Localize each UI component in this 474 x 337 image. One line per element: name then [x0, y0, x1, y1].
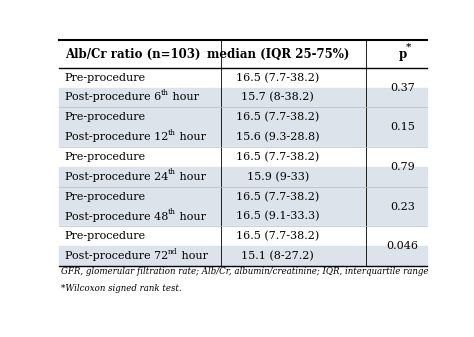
Text: 16.5 (7.7-38.2): 16.5 (7.7-38.2): [236, 152, 319, 162]
Text: Post-procedure 72: Post-procedure 72: [65, 251, 168, 261]
Text: p: p: [399, 48, 407, 61]
Bar: [59, 187, 427, 207]
Text: hour: hour: [176, 132, 206, 142]
Text: Pre-procedure: Pre-procedure: [65, 152, 146, 162]
Text: hour: hour: [178, 251, 208, 261]
Text: 0.15: 0.15: [390, 122, 415, 132]
Text: hour: hour: [176, 172, 206, 182]
Text: th: th: [168, 168, 176, 177]
Text: 16.5 (7.7-38.2): 16.5 (7.7-38.2): [236, 72, 319, 83]
Bar: [59, 207, 427, 226]
Text: GFR, glomerular filtration rate; Alb/Cr, albumin/creatinine; IQR, interquartile : GFR, glomerular filtration rate; Alb/Cr,…: [61, 268, 428, 276]
Text: th: th: [161, 89, 169, 97]
Text: th: th: [168, 129, 176, 137]
Text: 16.5 (7.7-38.2): 16.5 (7.7-38.2): [236, 112, 319, 122]
Text: 16.5 (7.7-38.2): 16.5 (7.7-38.2): [236, 191, 319, 202]
Text: Pre-procedure: Pre-procedure: [65, 112, 146, 122]
Bar: [59, 246, 427, 266]
Text: 15.9 (9-33): 15.9 (9-33): [246, 172, 309, 182]
Text: Pre-procedure: Pre-procedure: [65, 72, 146, 83]
Text: 0.37: 0.37: [391, 83, 415, 93]
Text: 15.7 (8-38.2): 15.7 (8-38.2): [241, 92, 314, 103]
Text: Pre-procedure: Pre-procedure: [65, 192, 146, 202]
Bar: [59, 108, 427, 127]
Bar: [59, 88, 427, 108]
Bar: [59, 40, 427, 68]
Text: Alb/Cr ratio (n=103): Alb/Cr ratio (n=103): [65, 48, 200, 61]
Bar: [59, 127, 427, 147]
Bar: [59, 68, 427, 88]
Text: *Wilcoxon signed rank test.: *Wilcoxon signed rank test.: [61, 284, 182, 294]
Text: Pre-procedure: Pre-procedure: [65, 232, 146, 241]
Text: Post-procedure 24: Post-procedure 24: [65, 172, 168, 182]
Text: hour: hour: [169, 92, 199, 102]
Text: 15.1 (8-27.2): 15.1 (8-27.2): [241, 251, 314, 262]
Text: 0.79: 0.79: [391, 162, 415, 172]
Text: nd: nd: [168, 248, 178, 256]
Text: 16.5 (7.7-38.2): 16.5 (7.7-38.2): [236, 231, 319, 242]
Text: Post-procedure 48: Post-procedure 48: [65, 212, 168, 221]
Bar: [59, 147, 427, 167]
Text: 16.5 (9.1-33.3): 16.5 (9.1-33.3): [236, 211, 319, 222]
Bar: [59, 226, 427, 246]
Text: 0.23: 0.23: [390, 202, 415, 212]
Text: th: th: [168, 208, 176, 216]
Text: 15.6 (9.3-28.8): 15.6 (9.3-28.8): [236, 132, 319, 142]
Text: *: *: [406, 43, 411, 52]
Bar: [59, 167, 427, 187]
Text: 0.046: 0.046: [387, 241, 419, 251]
Text: Post-procedure 6: Post-procedure 6: [65, 92, 161, 102]
Text: hour: hour: [176, 212, 206, 221]
Text: Post-procedure 12: Post-procedure 12: [65, 132, 168, 142]
Text: median (IQR 25-75%): median (IQR 25-75%): [207, 48, 349, 61]
